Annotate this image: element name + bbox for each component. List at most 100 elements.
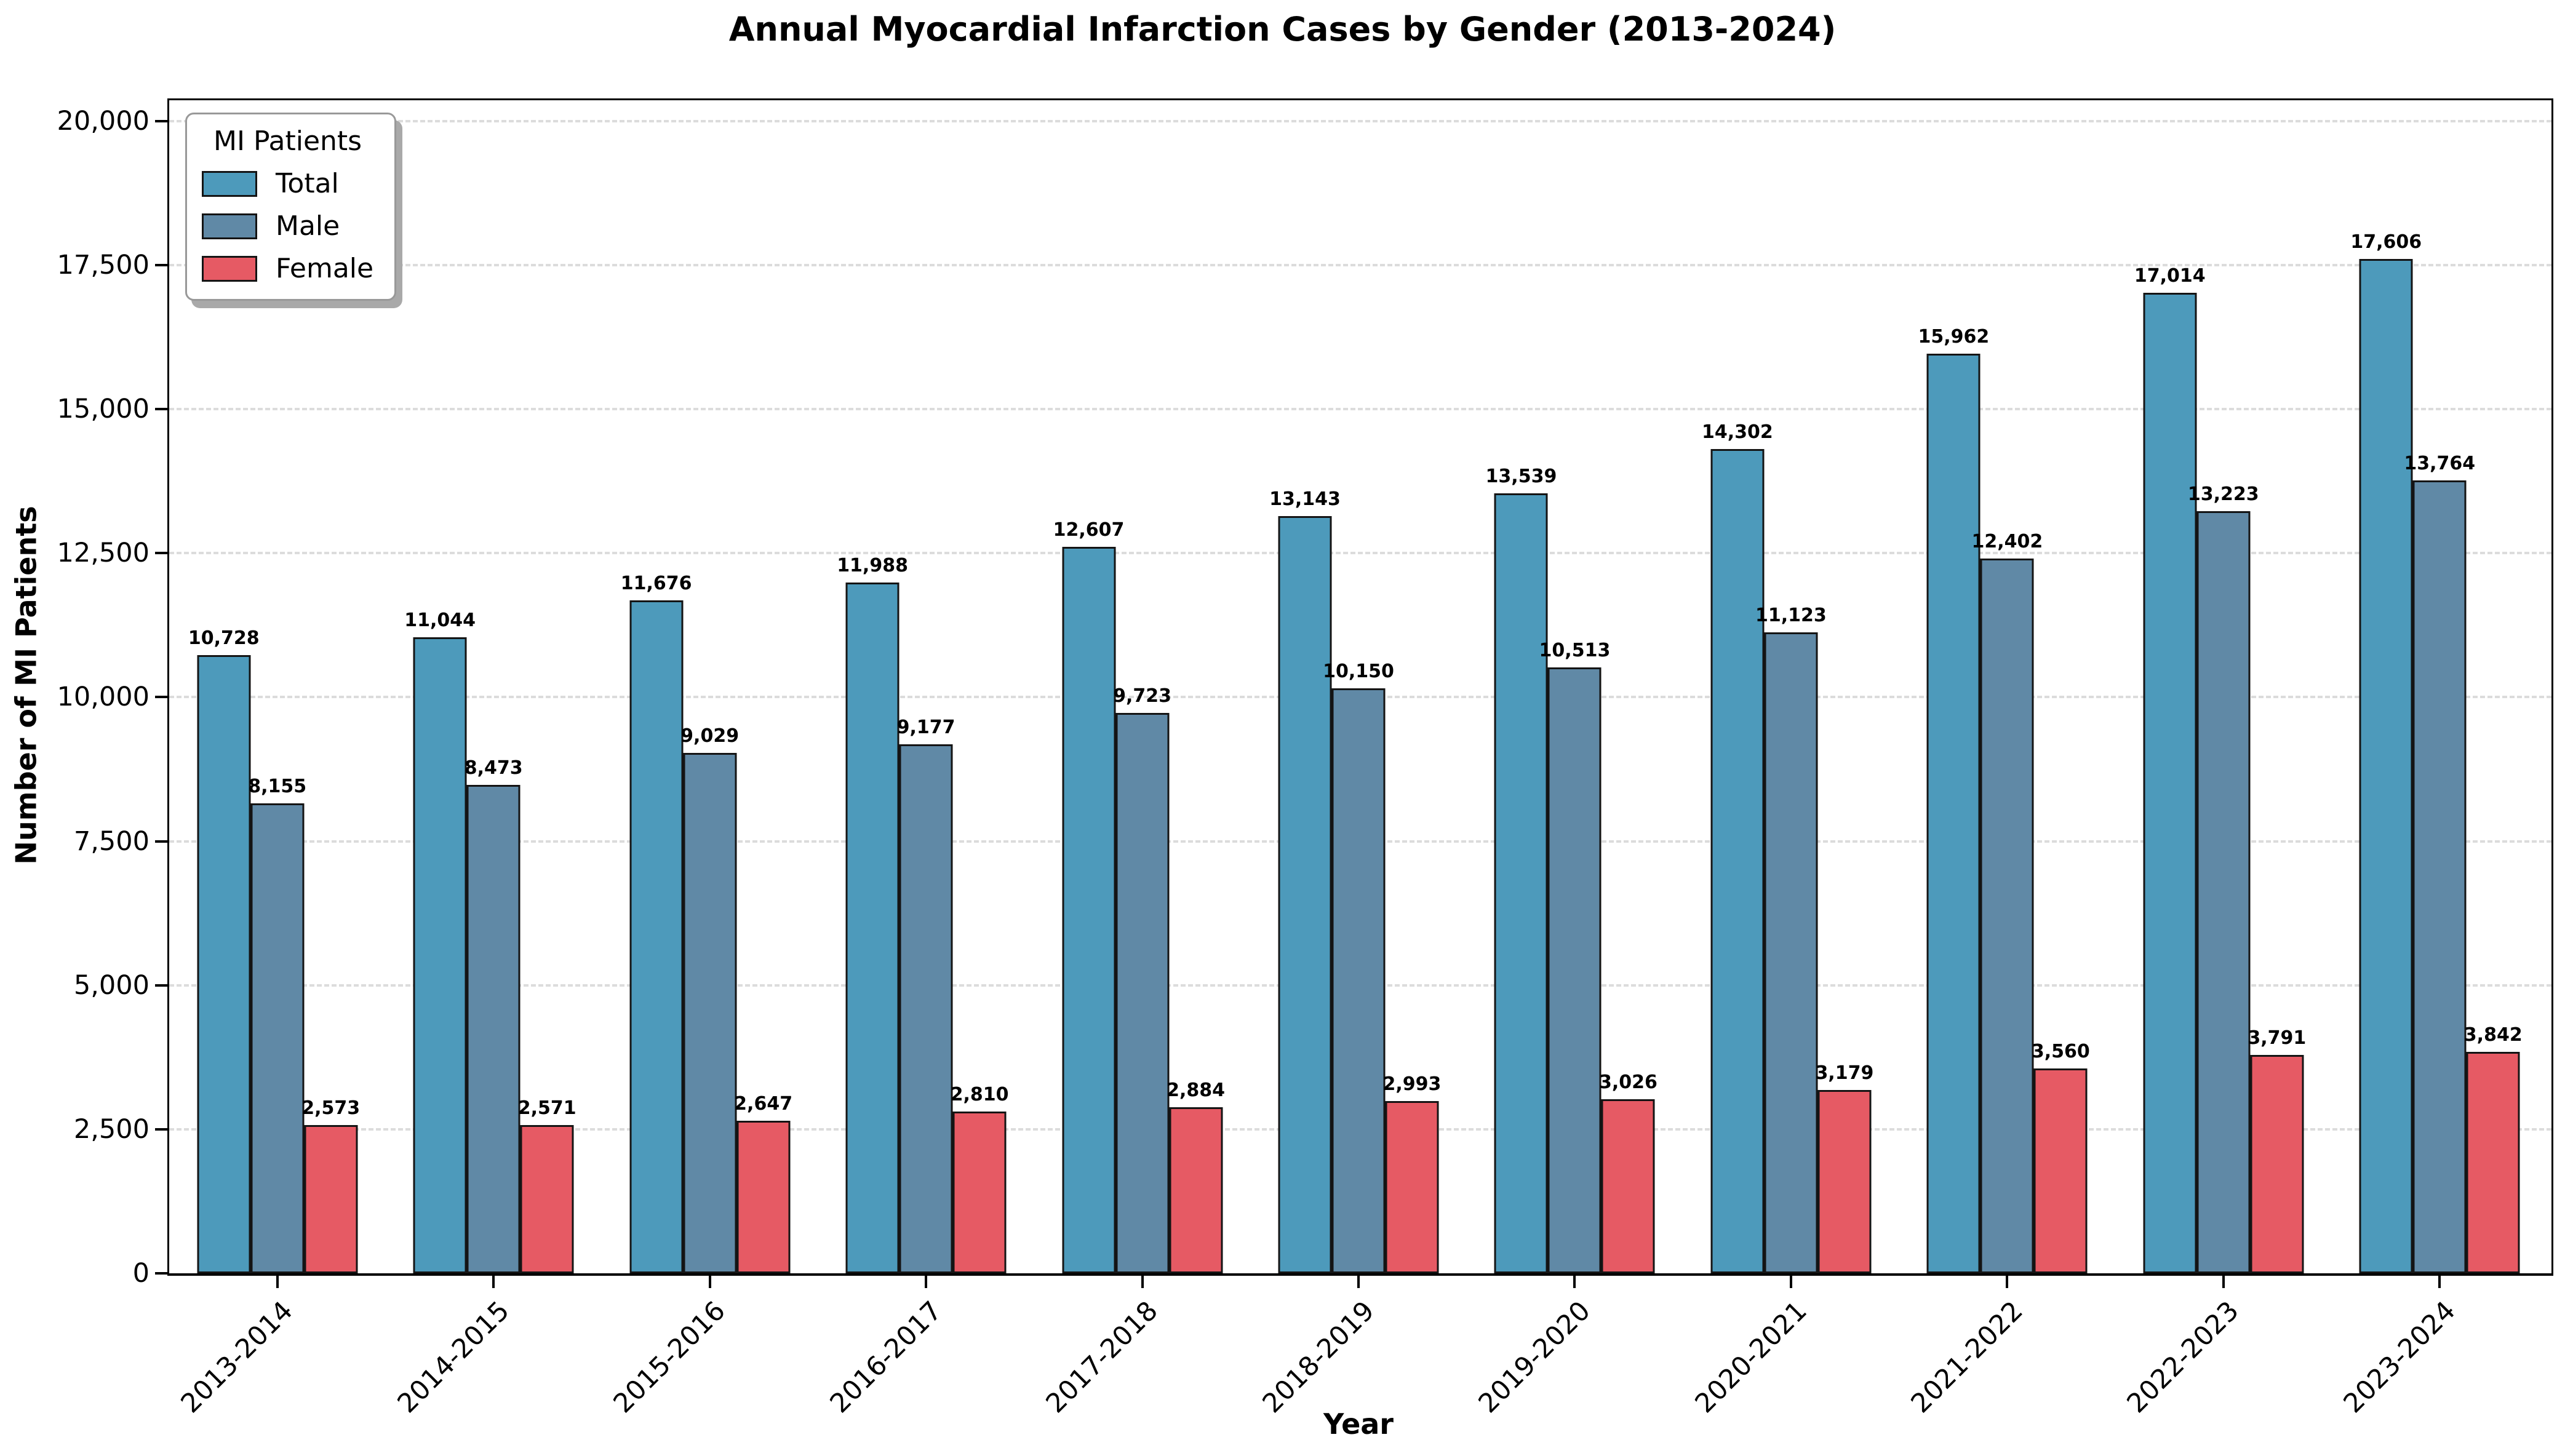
x-tick-label: 2013-2014 bbox=[175, 1295, 300, 1420]
bar-cell-total-2022-2023: 17,014 bbox=[2134, 100, 2206, 1273]
legend-entry-male: Male bbox=[202, 210, 373, 242]
bar-value-label-female-2018-2019: 2,993 bbox=[1382, 1073, 1442, 1095]
bar-cell-male-2021-2022: 12,402 bbox=[1971, 100, 2043, 1273]
bar-value-label-total-2019-2020: 13,539 bbox=[1485, 465, 1557, 487]
x-tick-label: 2016-2017 bbox=[824, 1295, 948, 1420]
legend-label-male: Male bbox=[276, 210, 340, 242]
x-tick-mark-2023-2024 bbox=[2438, 1276, 2441, 1288]
bar-value-label-female-2019-2020: 3,026 bbox=[1598, 1071, 1657, 1093]
y-tick-mark-10000 bbox=[155, 696, 167, 699]
bar-value-label-total-2017-2018: 12,607 bbox=[1053, 519, 1125, 541]
bar-group-2019-2020: 13,539 10,513 3,026 bbox=[1467, 100, 1683, 1273]
bar-value-label-total-2022-2023: 17,014 bbox=[2134, 265, 2206, 287]
y-tick-label: 0 bbox=[132, 1258, 150, 1289]
bar-cell-total-2017-2018: 12,607 bbox=[1053, 100, 1124, 1273]
bar-cell-total-2015-2016: 11,676 bbox=[621, 100, 692, 1273]
legend-swatch-total bbox=[202, 170, 257, 197]
bar-cell-male-2022-2023: 13,223 bbox=[2188, 100, 2259, 1273]
bar-male-2019-2020 bbox=[1547, 667, 1602, 1273]
bar-total-2019-2020 bbox=[1494, 493, 1548, 1273]
bar-cell-total-2016-2017: 11,988 bbox=[837, 100, 908, 1273]
bar-group-2021-2022: 15,962 12,402 3,560 bbox=[1899, 100, 2115, 1273]
y-tick-label: 2,500 bbox=[73, 1113, 150, 1145]
legend-label-female: Female bbox=[276, 253, 374, 284]
bar-cell-female-2020-2021: 3,179 bbox=[1815, 100, 1874, 1273]
bar-value-label-female-2020-2021: 3,179 bbox=[1815, 1062, 1874, 1084]
x-tick-mark-2015-2016 bbox=[708, 1276, 711, 1288]
bar-cell-female-2023-2024: 3,842 bbox=[2463, 100, 2523, 1273]
bars-2015-2016: 11,676 9,029 2,647 bbox=[621, 100, 793, 1273]
y-tick-mark-20000 bbox=[155, 119, 167, 122]
y-tick-mark-5000 bbox=[155, 984, 167, 987]
x-tick-mark-2022-2023 bbox=[2222, 1276, 2225, 1288]
bar-cell-female-2013-2014: 2,573 bbox=[301, 100, 360, 1273]
bar-male-2022-2023 bbox=[2196, 511, 2251, 1273]
bar-value-label-male-2020-2021: 11,123 bbox=[1755, 605, 1827, 627]
x-tick-label: 2015-2016 bbox=[607, 1295, 732, 1420]
y-tick-label: 15,000 bbox=[57, 394, 150, 425]
bar-female-2021-2022 bbox=[2033, 1068, 2088, 1273]
bar-cell-female-2015-2016: 2,647 bbox=[734, 100, 793, 1273]
bar-male-2016-2017 bbox=[899, 744, 953, 1273]
bar-total-2013-2014 bbox=[197, 655, 251, 1273]
bar-cell-male-2020-2021: 11,123 bbox=[1755, 100, 1827, 1273]
bars-2013-2014: 10,728 8,155 2,573 bbox=[188, 100, 360, 1273]
bar-female-2022-2023 bbox=[2250, 1054, 2304, 1273]
x-tick-mark-2017-2018 bbox=[1141, 1276, 1144, 1288]
bar-cell-male-2017-2018: 9,723 bbox=[1113, 100, 1171, 1273]
legend-label-total: Total bbox=[276, 168, 339, 199]
bar-total-2016-2017 bbox=[845, 583, 900, 1273]
bar-value-label-total-2020-2021: 14,302 bbox=[1702, 421, 1773, 444]
y-tick-mark-7500 bbox=[155, 840, 167, 843]
bar-male-2023-2024 bbox=[2412, 480, 2467, 1273]
x-tick-mark-2013-2014 bbox=[276, 1276, 279, 1288]
bars-2022-2023: 17,014 13,223 3,791 bbox=[2134, 100, 2306, 1273]
bar-value-label-female-2015-2016: 2,647 bbox=[734, 1093, 793, 1115]
bar-value-label-female-2023-2024: 3,842 bbox=[2463, 1024, 2523, 1046]
bar-value-label-male-2023-2024: 13,764 bbox=[2404, 452, 2476, 474]
bar-total-2023-2024 bbox=[2359, 258, 2413, 1273]
bar-cell-male-2015-2016: 9,029 bbox=[680, 100, 739, 1273]
gridline-15000 bbox=[169, 408, 2551, 411]
y-tick-mark-0 bbox=[155, 1272, 167, 1275]
bar-total-2014-2015 bbox=[413, 637, 467, 1273]
bar-female-2013-2014 bbox=[304, 1125, 358, 1273]
legend-entry-female: Female bbox=[202, 253, 373, 284]
x-tick-label: 2017-2018 bbox=[1040, 1295, 1164, 1420]
chart-title: Annual Myocardial Infarction Cases by Ge… bbox=[728, 10, 1837, 49]
bar-group-2016-2017: 11,988 9,177 2,810 bbox=[818, 100, 1034, 1273]
y-tick-mark-17500 bbox=[155, 263, 167, 266]
bar-value-label-female-2014-2015: 2,571 bbox=[517, 1097, 576, 1120]
bar-value-label-male-2022-2023: 13,223 bbox=[2187, 483, 2259, 506]
bars-2020-2021: 14,302 11,123 3,179 bbox=[1702, 100, 1874, 1273]
bar-cell-female-2021-2022: 3,560 bbox=[2032, 100, 2090, 1273]
x-tick-label: 2023-2024 bbox=[2337, 1295, 2462, 1420]
bar-cell-total-2023-2024: 17,606 bbox=[2350, 100, 2422, 1273]
bar-male-2015-2016 bbox=[683, 753, 737, 1273]
bar-cell-total-2018-2019: 13,143 bbox=[1269, 100, 1341, 1273]
bar-cell-total-2021-2022: 15,962 bbox=[1918, 100, 1989, 1273]
bars-2018-2019: 13,143 10,150 2,993 bbox=[1269, 100, 1441, 1273]
gridline-12500 bbox=[169, 552, 2551, 555]
bar-value-label-total-2014-2015: 11,044 bbox=[404, 609, 476, 631]
x-tick-label: 2019-2020 bbox=[1472, 1295, 1597, 1420]
gridline-20000 bbox=[169, 119, 2551, 122]
legend-swatch-male bbox=[202, 213, 257, 239]
bar-cell-total-2020-2021: 14,302 bbox=[1702, 100, 1773, 1273]
y-tick-label: 10,000 bbox=[57, 682, 150, 713]
bar-value-label-total-2018-2019: 13,143 bbox=[1269, 488, 1341, 510]
bar-cell-male-2014-2015: 8,473 bbox=[465, 100, 523, 1273]
bar-value-label-total-2016-2017: 11,988 bbox=[837, 555, 908, 577]
y-tick-label: 17,500 bbox=[57, 249, 150, 280]
bar-cell-male-2013-2014: 8,155 bbox=[248, 100, 306, 1273]
bar-group-2023-2024: 17,606 13,764 3,842 bbox=[2332, 100, 2548, 1273]
bar-value-label-male-2017-2018: 9,723 bbox=[1113, 685, 1171, 707]
bar-group-2018-2019: 13,143 10,150 2,993 bbox=[1250, 100, 1466, 1273]
bar-male-2017-2018 bbox=[1115, 713, 1170, 1273]
bar-total-2020-2021 bbox=[1710, 449, 1765, 1273]
bar-male-2013-2014 bbox=[250, 803, 305, 1273]
bar-cell-female-2018-2019: 2,993 bbox=[1383, 100, 1441, 1273]
legend-rows: Total Male Female bbox=[202, 168, 373, 284]
bar-female-2016-2017 bbox=[952, 1111, 1007, 1273]
